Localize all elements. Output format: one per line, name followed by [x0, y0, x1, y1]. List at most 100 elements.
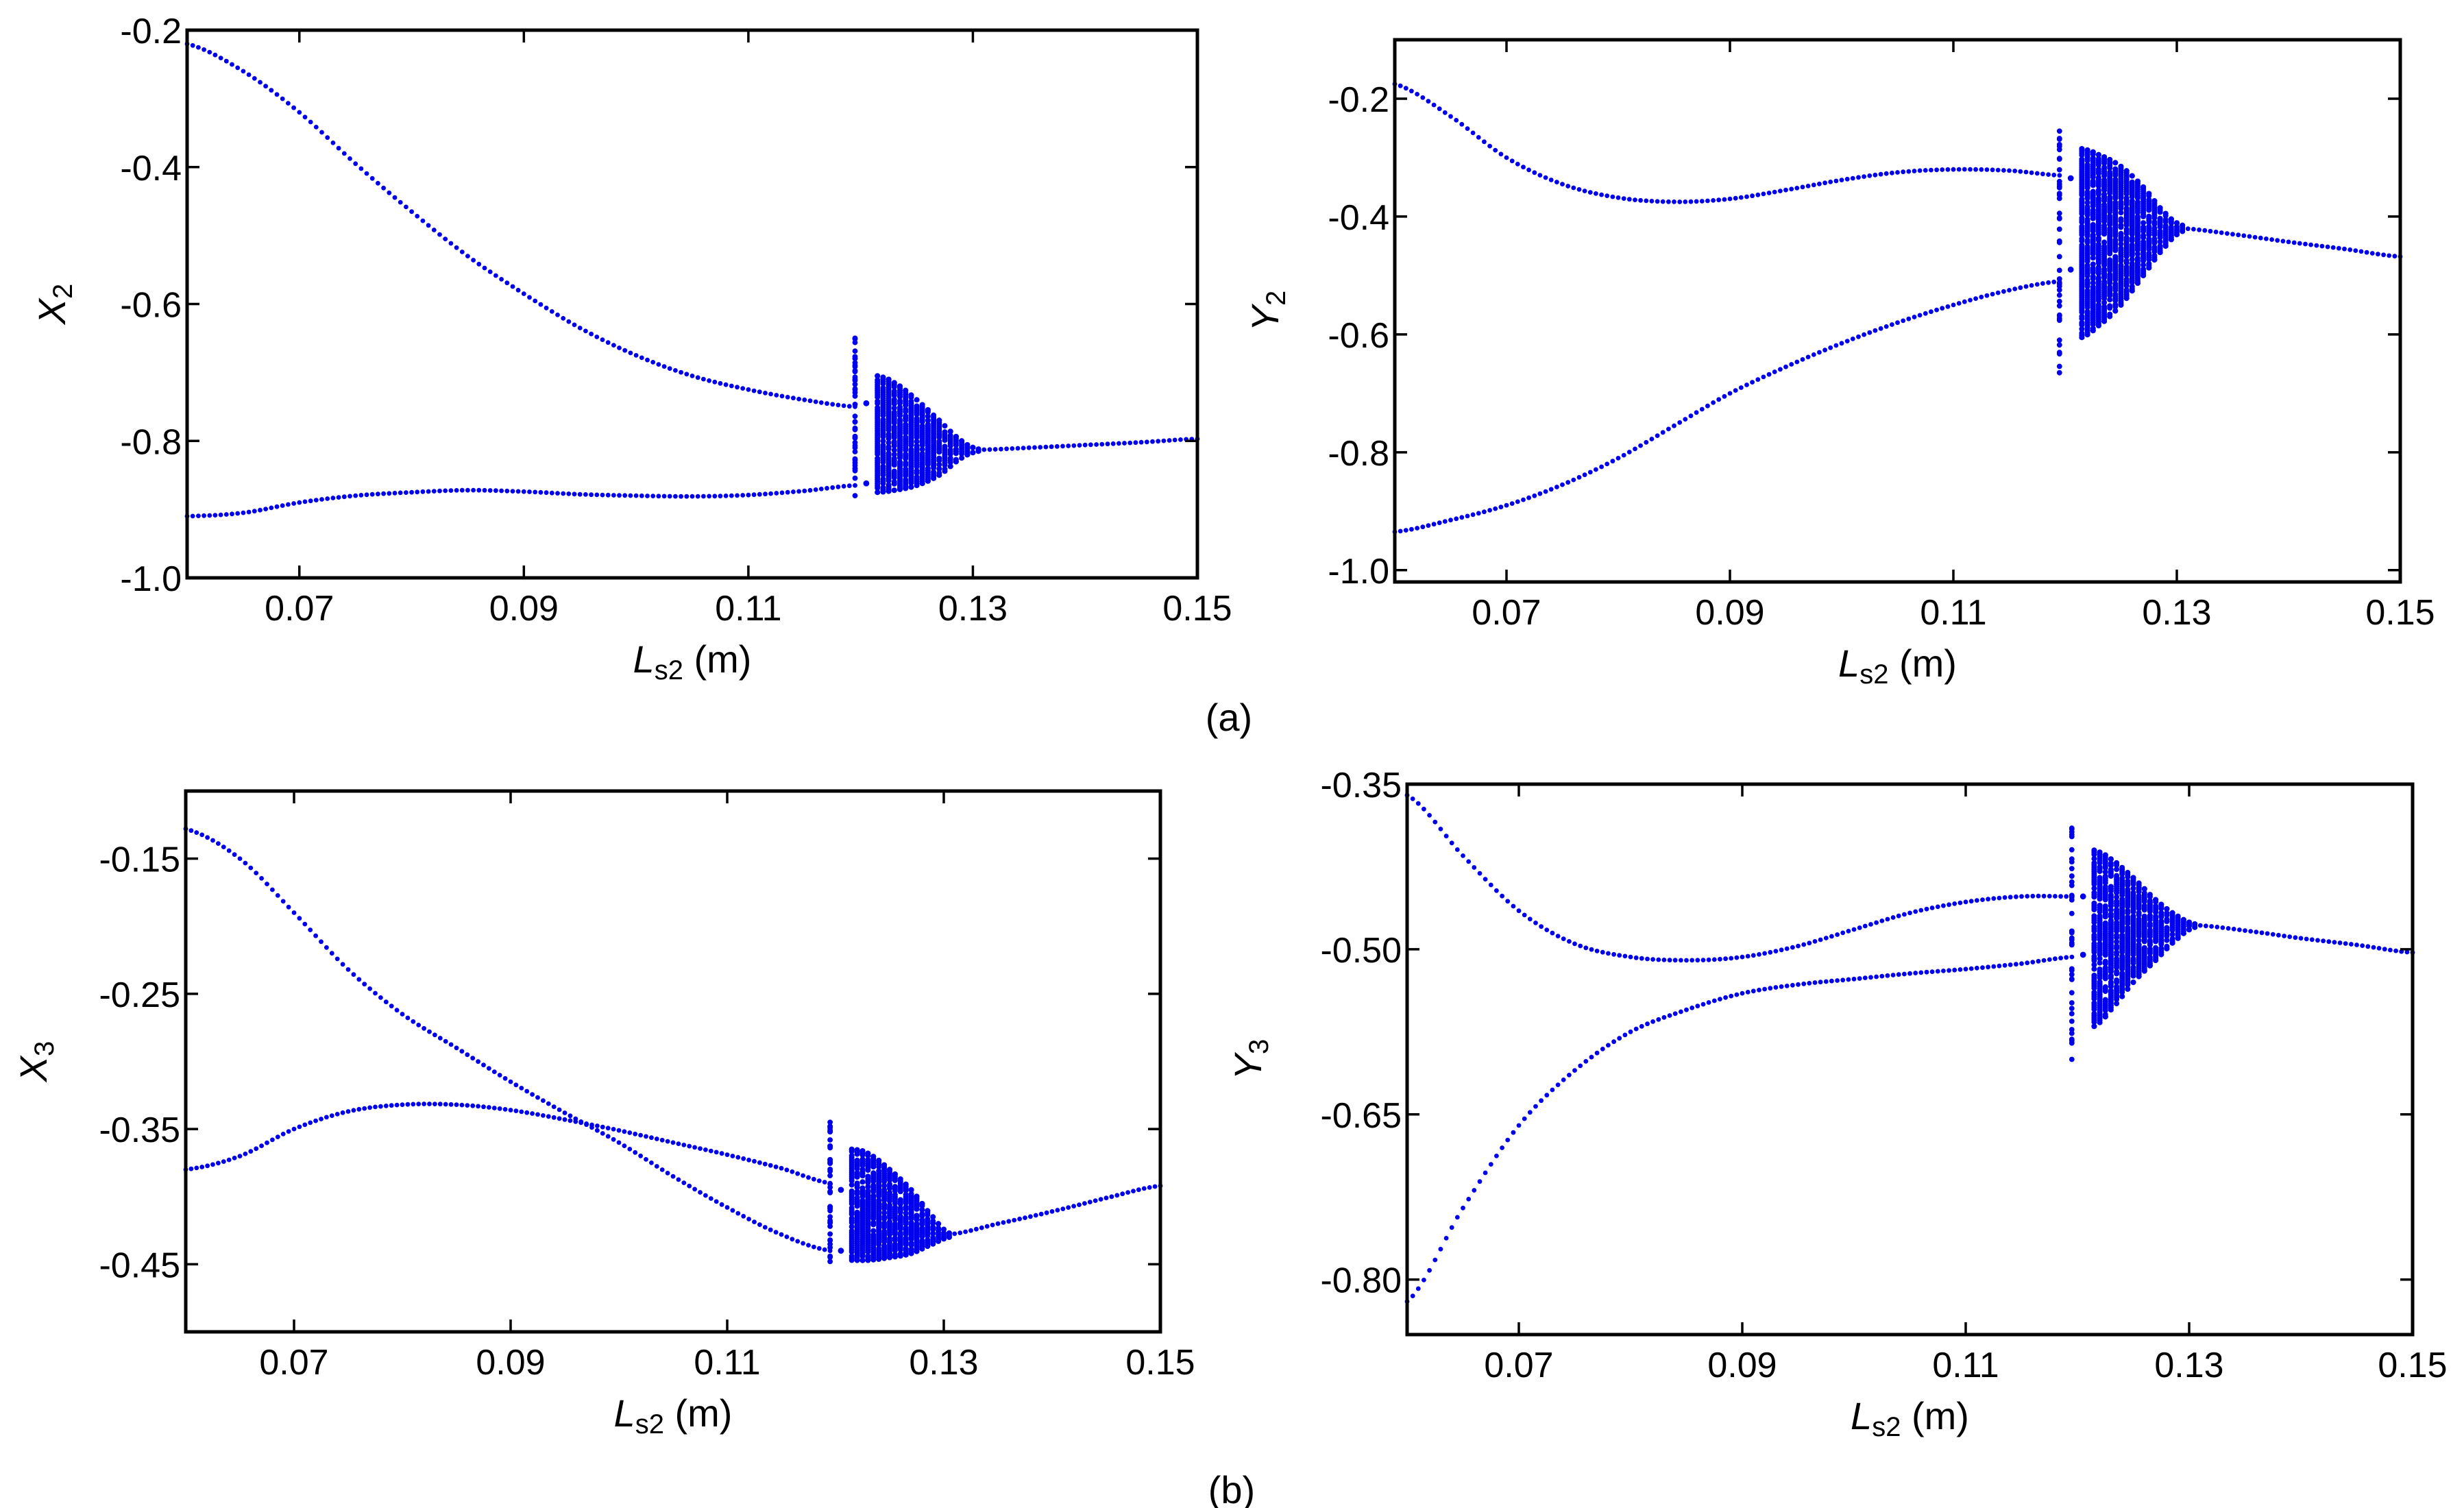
data-point: [698, 1190, 703, 1195]
data-point: [1745, 990, 1751, 995]
x-tick-label: 0.09: [1695, 593, 1764, 633]
data-point: [936, 461, 942, 467]
data-point: [841, 484, 846, 489]
data-point: [870, 1182, 877, 1189]
data-point: [527, 489, 532, 494]
data-point: [1649, 199, 1655, 204]
data-point: [1454, 118, 1459, 123]
data-point: [2091, 913, 2097, 919]
data-point: [1706, 1000, 1711, 1005]
data-point: [903, 434, 909, 440]
data-point: [1398, 83, 1403, 88]
data-point: [2091, 923, 2097, 929]
data-point: [2151, 198, 2158, 204]
data-point: [1561, 936, 1566, 941]
data-point: [471, 487, 476, 493]
data-point: [1626, 450, 1632, 454]
data-point: [1426, 523, 1431, 528]
data-point: [2169, 932, 2175, 938]
data-point: [549, 490, 554, 496]
data-point: [931, 412, 937, 418]
data-point: [465, 1103, 470, 1108]
data-point: [852, 339, 858, 345]
data-point: [1666, 199, 1671, 204]
data-point: [891, 388, 897, 394]
data-point: [2125, 914, 2131, 920]
data-point: [1600, 949, 1605, 955]
data-point: [2069, 859, 2075, 865]
data-point: [1122, 441, 1127, 446]
data-point: [411, 1102, 416, 1107]
data-point: [627, 1147, 633, 1152]
data-point: [1790, 982, 1795, 988]
data-point: [491, 1106, 497, 1110]
data-point: [936, 1221, 942, 1227]
data-point: [1560, 182, 1565, 186]
data-point: [347, 156, 352, 161]
data-point: [1537, 491, 1543, 496]
data-point: [1012, 1217, 1017, 1223]
data-point: [968, 1228, 973, 1233]
data-point: [210, 838, 215, 843]
data-point: [2136, 892, 2142, 899]
data-point: [2114, 956, 2120, 962]
x-axis-label-subscript: s2: [655, 655, 683, 685]
data-point: [887, 1254, 892, 1261]
data-point: [827, 1238, 833, 1243]
data-point: [1705, 403, 1710, 409]
data-point: [319, 939, 324, 945]
data-point: [1594, 191, 1598, 196]
data-point: [2095, 275, 2101, 281]
data-point: [218, 512, 223, 518]
data-point: [1156, 439, 1161, 444]
data-point: [2008, 895, 2013, 900]
data-point: [2112, 281, 2119, 287]
data-point: [1835, 978, 1840, 983]
data-point: [746, 387, 751, 392]
data-point: [297, 110, 302, 115]
data-point: [891, 468, 897, 474]
data-point: [1779, 984, 1784, 989]
data-point: [210, 1162, 215, 1167]
data-point: [903, 387, 909, 393]
data-point: [2175, 913, 2181, 919]
data-point: [404, 490, 408, 495]
data-point: [1509, 501, 1515, 506]
data-point: [827, 1123, 833, 1129]
data-point: [2140, 220, 2147, 226]
data-point: [2158, 901, 2164, 908]
data-point: [2309, 937, 2315, 942]
data-point: [2230, 232, 2235, 237]
y-axis-label: X2: [30, 284, 78, 326]
data-point: [252, 76, 257, 81]
data-point: [1098, 1197, 1103, 1202]
data-point: [1487, 508, 1493, 513]
data-point: [362, 1106, 367, 1111]
data-point: [302, 114, 308, 120]
data-point: [551, 1115, 557, 1120]
data-point: [2129, 256, 2135, 263]
data-point: [1912, 315, 1917, 319]
data-point: [887, 1181, 892, 1187]
data-point: [1431, 522, 1437, 527]
data-point: [2134, 199, 2140, 205]
data-point: [1818, 980, 1823, 985]
data-point: [2018, 169, 2023, 174]
data-point: [654, 1136, 659, 1141]
data-point: [667, 494, 672, 499]
data-point: [2174, 232, 2180, 238]
y-tick-label: -0.65: [1320, 1096, 1402, 1136]
data-point: [1415, 801, 1421, 806]
data-point: [2369, 251, 2375, 256]
data-point: [854, 1157, 860, 1163]
data-point: [1493, 147, 1498, 153]
data-point: [1751, 988, 1756, 994]
data-point: [544, 305, 549, 311]
figure-label-a: (a): [1206, 696, 1252, 739]
data-point: [508, 1079, 513, 1084]
data-point: [454, 1045, 459, 1051]
data-point: [1800, 184, 1805, 190]
x-tick-label: 0.11: [715, 589, 781, 629]
data-point: [2209, 924, 2215, 929]
data-point: [903, 466, 909, 472]
